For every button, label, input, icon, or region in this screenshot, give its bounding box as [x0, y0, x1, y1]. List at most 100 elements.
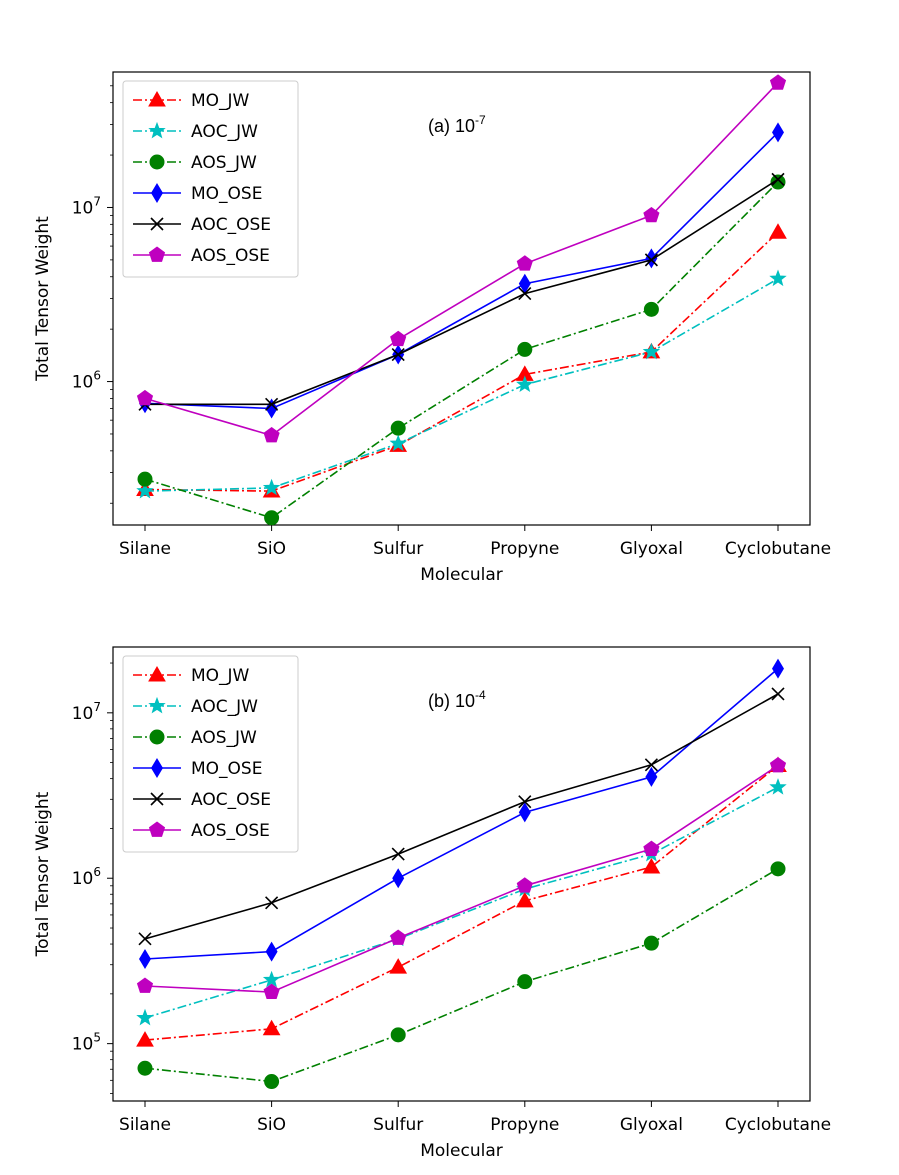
data-point: [645, 766, 658, 787]
legend-marker: [148, 246, 166, 262]
series-aos-jw: [137, 861, 786, 1090]
x-tick-label: Sulfur: [373, 539, 423, 559]
x-tick-label: Propyne: [490, 1115, 559, 1135]
series-aos-ose: [136, 757, 787, 999]
data-point: [644, 253, 658, 267]
legend-marker: [150, 792, 164, 806]
series-line: [144, 667, 779, 960]
y-axis-label: Total Tensor Weight: [33, 216, 53, 382]
data-point: [517, 974, 533, 990]
data-point: [516, 375, 534, 393]
legend-marker: [148, 821, 166, 837]
data-point: [642, 342, 661, 360]
series-line: [144, 181, 779, 519]
data-point: [263, 427, 280, 443]
legend: MO_JW AOC_JW AOS_JW MO_OSE AOC_OSE AOS_OSE: [122, 80, 299, 278]
data-point: [262, 970, 281, 988]
legend-box: [122, 80, 299, 278]
data-point: [390, 1027, 406, 1043]
data-point: [769, 757, 787, 773]
data-point: [644, 758, 658, 772]
legend-marker: [151, 758, 163, 778]
x-tick-label: Sulfur: [373, 1115, 423, 1135]
data-point: [390, 330, 407, 347]
data-point: [139, 948, 151, 969]
legend-entry: MO_JW: [191, 91, 250, 111]
data-point: [137, 1060, 153, 1076]
data-point: [518, 795, 532, 809]
data-point: [136, 1031, 154, 1047]
data-point: [643, 301, 659, 317]
series-line: [144, 764, 779, 993]
data-point: [265, 941, 278, 962]
x-tick-label: Silane: [119, 1115, 171, 1135]
series-aoc-ose: [138, 687, 785, 946]
data-point: [265, 397, 279, 411]
data-point: [263, 983, 280, 999]
series-aoc-jw: [136, 269, 787, 499]
series-line: [144, 764, 779, 1041]
data-point: [518, 287, 532, 301]
legend-entry: AOC_JW: [191, 697, 258, 717]
legend-marker: [148, 665, 166, 682]
series-mo-ose: [139, 658, 784, 969]
legend-marker: [149, 729, 165, 745]
series-line: [144, 868, 779, 1083]
chart-panel-a: 106 107 Silane SiO Sulfur Propyne Glyoxal Cyclo…: [33, 71, 831, 585]
series-line: [144, 82, 779, 437]
x-tick-label: Silane: [119, 539, 171, 559]
data-point: [770, 861, 786, 877]
data-point: [390, 929, 407, 945]
legend-entry: AOC_OSE: [191, 215, 271, 235]
data-point: [642, 857, 661, 874]
legend-entry: AOS_JW: [191, 728, 257, 748]
data-point: [516, 255, 533, 271]
series-aos-ose: [136, 74, 787, 443]
legend-entry: AOS_OSE: [191, 821, 270, 841]
series-line: [144, 693, 779, 940]
data-point: [389, 958, 408, 974]
x-tick-label: Glyoxal: [620, 1115, 683, 1135]
data-point: [517, 341, 533, 357]
data-point: [389, 434, 407, 452]
legend-entry: MO_JW: [191, 666, 250, 686]
data-point: [264, 510, 280, 526]
data-point: [772, 658, 784, 679]
x-axis-label: Molecular: [420, 565, 503, 585]
legend-marker: [151, 183, 163, 203]
data-point: [391, 847, 405, 861]
data-point: [769, 269, 787, 287]
panel-annotation: (b) 10-4: [428, 688, 486, 711]
legend-marker: [148, 696, 166, 714]
series-line: [144, 231, 779, 492]
y-tick-label: 107: [72, 194, 101, 218]
x-tick-label: Propyne: [490, 539, 559, 559]
legend-entry: AOS_JW: [191, 153, 257, 173]
legend-marker: [148, 90, 166, 107]
data-point: [772, 122, 784, 143]
x-tick-label: Glyoxal: [620, 539, 683, 559]
x-tick-label: SiO: [257, 539, 286, 559]
data-point: [643, 840, 660, 856]
data-point: [262, 1019, 281, 1036]
data-point: [771, 172, 785, 186]
legend-box: [122, 655, 299, 853]
data-point: [518, 802, 531, 823]
data-point: [391, 347, 405, 362]
data-point: [516, 877, 533, 893]
data-point: [643, 206, 660, 223]
y-tick-label: 106: [72, 369, 101, 393]
x-tick-label: SiO: [257, 1115, 286, 1135]
data-point: [643, 935, 659, 951]
data-point: [137, 471, 153, 487]
legend-entry: MO_OSE: [191, 759, 262, 779]
x-axis-label: Molecular: [420, 1141, 503, 1161]
data-point: [136, 481, 154, 499]
series-line: [145, 178, 779, 406]
series-line: [144, 786, 779, 1019]
chart-panel-b: 105 106 107 Silane SiO Sulfur Propyne Glyoxal Cy…: [33, 646, 831, 1161]
data-point: [262, 478, 281, 496]
series-line: [144, 131, 779, 410]
y-axis-label: Total Tensor Weight: [33, 791, 53, 957]
